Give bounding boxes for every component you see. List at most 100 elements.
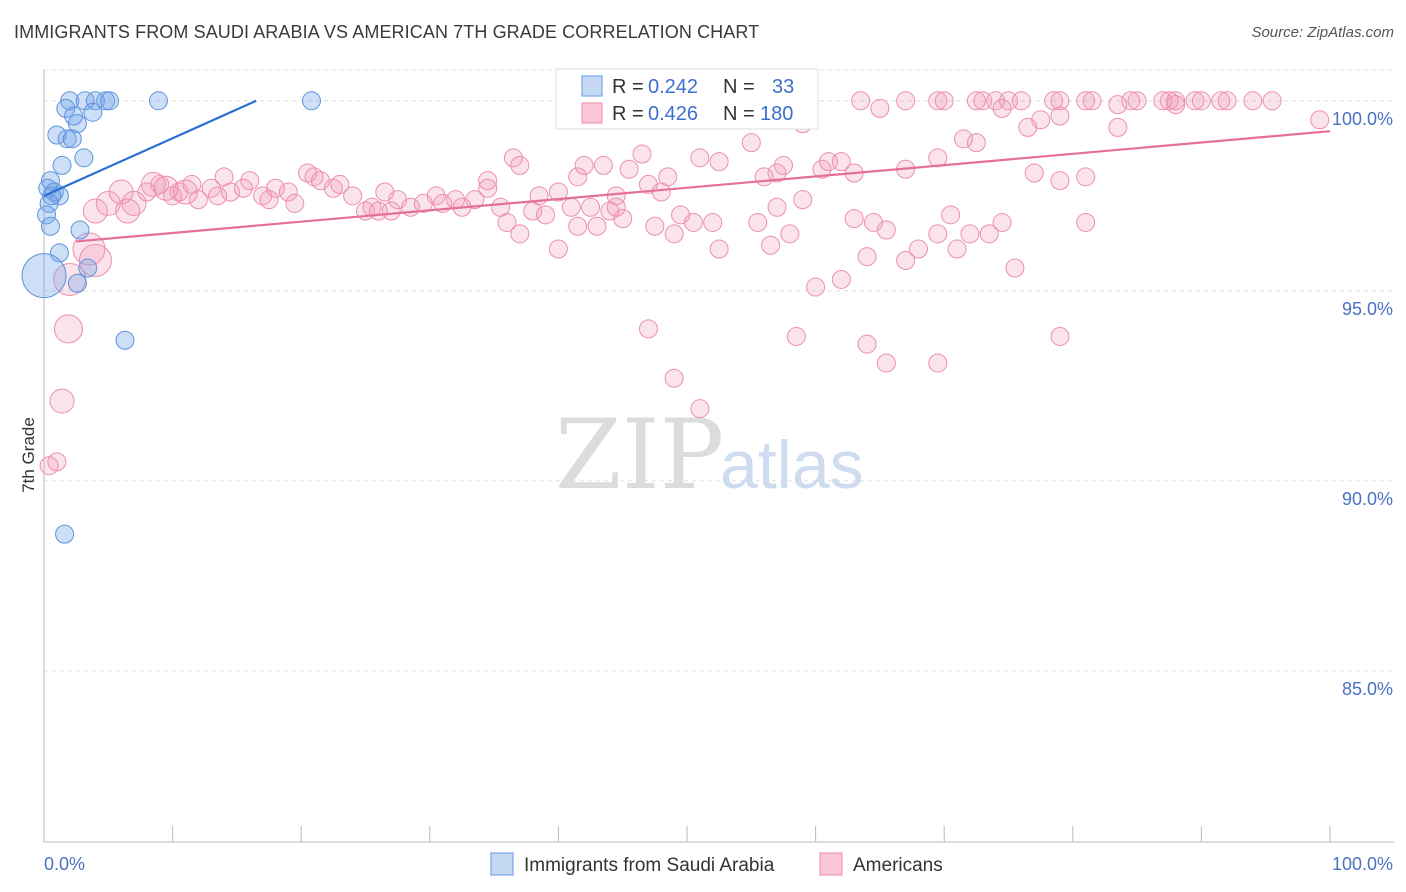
point-americans-141 — [831, 269, 851, 289]
point-americans-25 — [1262, 91, 1282, 111]
point-americans-124 — [960, 224, 980, 244]
legend-r-label-2: R = — [612, 103, 644, 125]
point-americans-101 — [208, 186, 228, 206]
point-americans-153 — [478, 178, 498, 198]
point-americans-64 — [536, 205, 556, 225]
point-americans-115 — [767, 197, 787, 217]
point-americans-32 — [1018, 117, 1038, 137]
watermark-atlas: atlas — [720, 427, 864, 503]
point-americans-27 — [992, 98, 1012, 118]
point-saudi-11 — [47, 125, 67, 145]
y-tick-label-2: 90.0% — [1342, 489, 1393, 509]
point-americans-83 — [381, 201, 401, 221]
y-tick-label-3: 85.0% — [1342, 679, 1393, 699]
point-americans-105 — [108, 179, 134, 205]
point-americans-128 — [568, 216, 588, 236]
legend-n-value-2: 180 — [760, 103, 793, 125]
point-americans-49 — [767, 163, 787, 183]
point-americans-61 — [478, 171, 498, 191]
point-americans-104 — [95, 190, 121, 216]
point-americans-135 — [548, 239, 568, 259]
trend-lines — [43, 99, 1331, 243]
y-axis-title: 7th Grade — [19, 417, 38, 493]
legend-series-swatch-saudi — [490, 852, 514, 876]
point-americans-158 — [928, 148, 948, 168]
point-americans-21 — [1191, 91, 1211, 111]
point-americans-137 — [606, 197, 626, 217]
point-americans-28 — [1108, 95, 1128, 115]
point-americans-106 — [115, 198, 141, 224]
legend-r-value-1: 0.242 — [648, 76, 698, 98]
y-tick-label-1: 95.0% — [1342, 299, 1393, 319]
point-saudi-2 — [85, 91, 105, 111]
legend-series-label-americans: Americans — [853, 855, 943, 876]
point-americans-86 — [240, 171, 260, 191]
point-americans-5 — [934, 91, 954, 111]
legend-stats: R = 0.242 N = 33 R = 0.426 N = 180 — [555, 68, 819, 130]
point-saudi-23 — [40, 216, 60, 236]
point-americans-102 — [214, 167, 234, 187]
point-americans-54 — [574, 155, 594, 175]
point-saudi-12 — [57, 129, 77, 149]
point-americans-132 — [709, 239, 729, 259]
point-americans-33 — [1108, 117, 1128, 137]
point-americans-47 — [709, 152, 729, 172]
point-americans-100 — [201, 178, 221, 198]
point-americans-22 — [1211, 91, 1231, 111]
point-americans-53 — [568, 167, 588, 187]
point-americans-20 — [1185, 91, 1205, 111]
y-tick-label-0: 100.0% — [1332, 109, 1393, 129]
point-americans-139 — [896, 250, 916, 270]
point-americans-12 — [1050, 91, 1070, 111]
point-saudi-4 — [100, 91, 120, 111]
point-saudi-5 — [148, 91, 168, 111]
point-americans-2 — [851, 91, 871, 111]
point-americans-50 — [773, 155, 793, 175]
point-americans-36 — [953, 129, 973, 149]
point-americans-142 — [947, 239, 967, 259]
point-americans-72 — [426, 186, 446, 206]
point-americans-125 — [979, 224, 999, 244]
point-americans-134 — [510, 224, 530, 244]
point-americans-35 — [966, 133, 986, 153]
point-americans-122 — [928, 224, 948, 244]
point-americans-4 — [928, 91, 948, 111]
point-americans-114 — [748, 212, 768, 232]
point-americans-59 — [510, 155, 530, 175]
point-americans-67 — [587, 216, 607, 236]
legend-swatch-pink — [581, 102, 603, 124]
point-saudi-15 — [52, 155, 72, 175]
point-saudi-13 — [62, 129, 82, 149]
point-americans-43 — [632, 144, 652, 164]
point-americans-99 — [188, 190, 208, 210]
point-americans-10 — [1011, 91, 1031, 111]
point-americans-15 — [1121, 91, 1141, 111]
point-americans-166 — [49, 388, 75, 414]
point-americans-155 — [651, 182, 671, 202]
point-saudi-8 — [83, 102, 103, 122]
point-saudi-14 — [74, 148, 94, 168]
point-americans-123 — [941, 205, 961, 225]
point-americans-29 — [1166, 95, 1186, 115]
legend-r-label-1: R = — [612, 76, 644, 98]
point-saudi-10 — [67, 114, 87, 134]
point-americans-79 — [343, 186, 363, 206]
point-saudi-1 — [75, 91, 95, 111]
legend-series: Immigrants from Saudi Arabia Americans — [490, 852, 943, 876]
point-americans-161 — [1076, 167, 1096, 187]
point-americans-24 — [1243, 91, 1263, 111]
point-americans-112 — [683, 212, 703, 232]
point-americans-118 — [844, 209, 864, 229]
point-americans-3 — [896, 91, 916, 111]
point-americans-16 — [1127, 91, 1147, 111]
point-americans-145 — [638, 319, 658, 339]
x-tick-label-0: 0.0% — [44, 854, 85, 874]
watermark-zip: ZIP — [555, 399, 724, 511]
point-americans-163 — [78, 243, 112, 277]
point-americans-103 — [82, 198, 108, 224]
trend-line-saudi — [43, 99, 257, 197]
axes — [43, 70, 1394, 843]
point-americans-23 — [1217, 91, 1237, 111]
point-americans-55 — [593, 155, 613, 175]
